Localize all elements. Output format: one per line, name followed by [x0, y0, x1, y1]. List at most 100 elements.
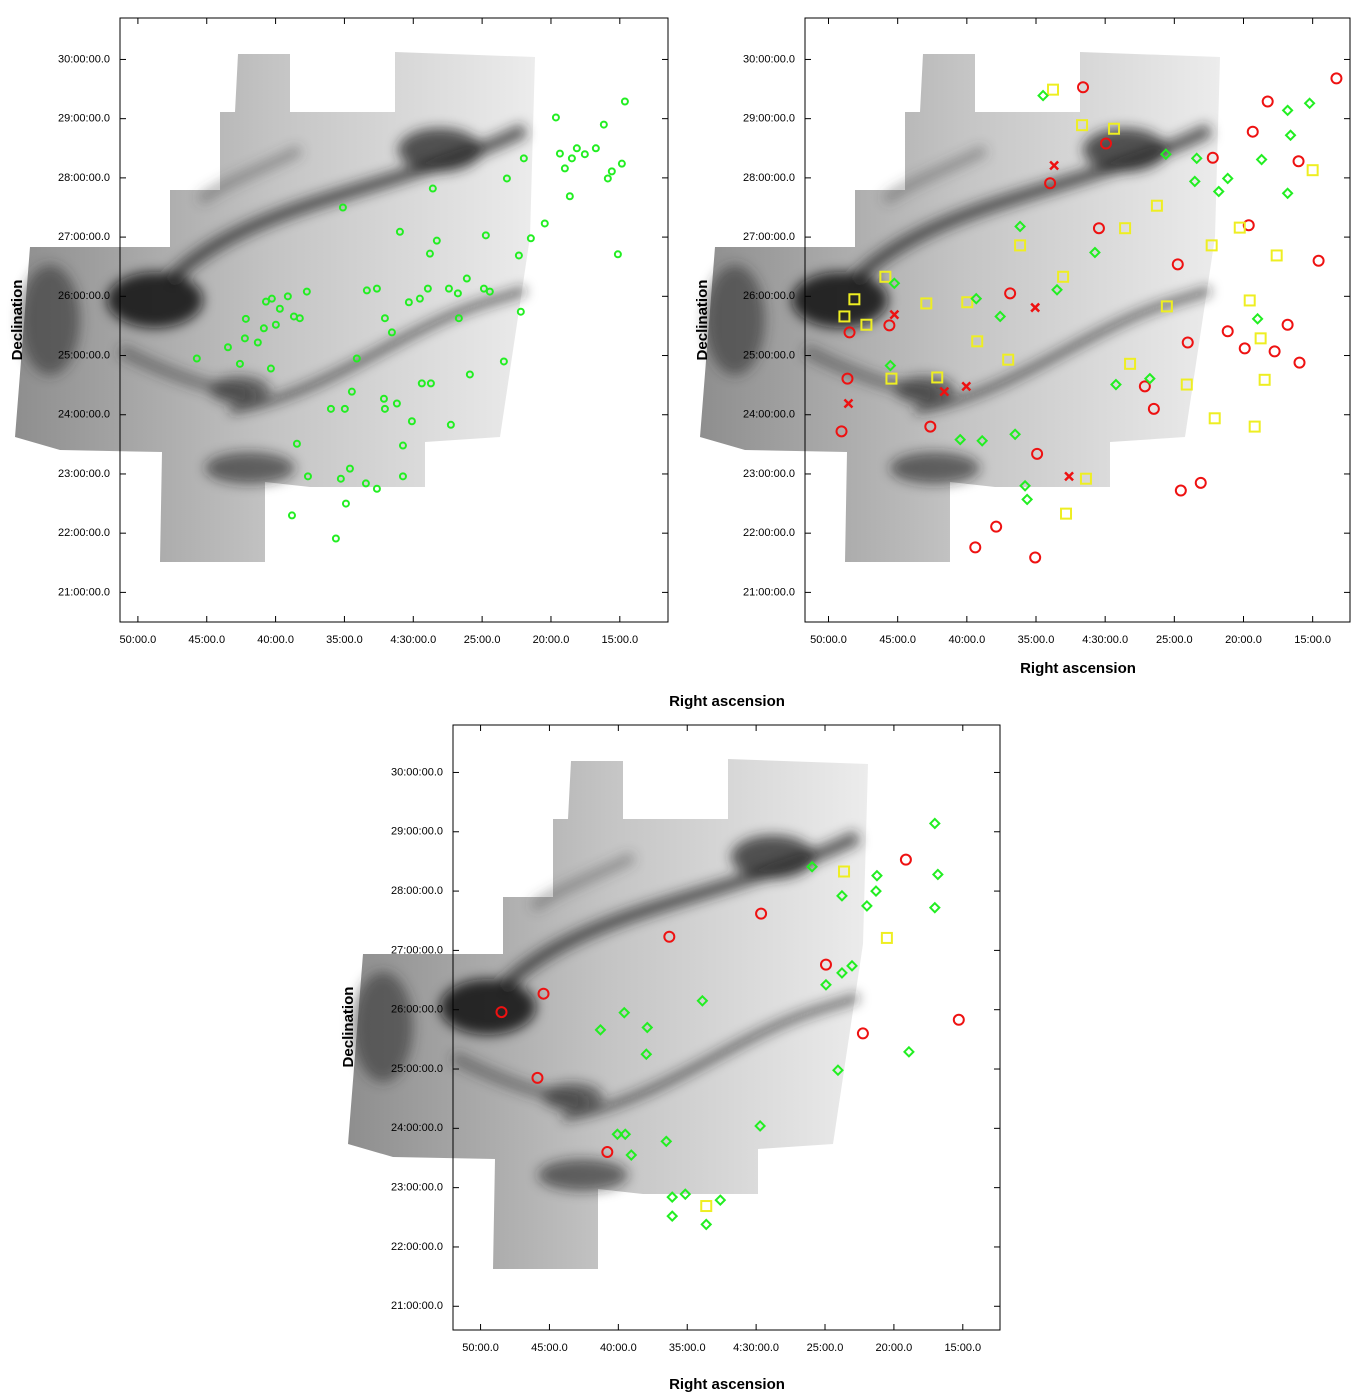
source-circle [392, 399, 401, 408]
source-square [700, 1200, 713, 1213]
y-tick-label: 25:00:00.0 [743, 349, 795, 361]
y-tick-label: 23:00:00.0 [391, 1182, 443, 1194]
source-square [1180, 378, 1193, 391]
source-circle [567, 154, 576, 163]
source-diamond [660, 1135, 673, 1148]
source-diamond [970, 292, 983, 305]
source-square [1248, 420, 1261, 433]
source-circle [303, 472, 312, 481]
source-circle [603, 174, 612, 183]
source-circle [380, 404, 389, 413]
x-tick-label: 45:00.0 [188, 634, 225, 646]
source-diamond [618, 1006, 631, 1019]
source-circle [404, 298, 413, 307]
source-diamond [700, 1218, 713, 1231]
source-circle [924, 420, 937, 433]
x-tick-label: 50:00.0 [810, 634, 847, 646]
source-circle [423, 284, 432, 293]
source-circle [287, 511, 296, 520]
x-tick-label: 15:00.0 [601, 634, 638, 646]
source-circle [372, 284, 381, 293]
source-cross [1030, 302, 1041, 313]
y-tick-label: 30:00:00.0 [743, 53, 795, 65]
source-square [1124, 357, 1137, 370]
x-tick-label: 35:00.0 [1018, 634, 1055, 646]
source-diamond [1221, 172, 1234, 185]
y-tick-label: 30:00:00.0 [391, 766, 443, 778]
source-square [1057, 270, 1070, 283]
source-square [1014, 239, 1027, 252]
y-tick-label: 22:00:00.0 [391, 1241, 443, 1253]
source-circle [514, 251, 523, 260]
source-diamond [928, 901, 941, 914]
x-tick-label: 25:00.0 [1156, 634, 1193, 646]
source-diamond [1021, 493, 1034, 506]
x-tick-label: 40:00.0 [600, 1342, 637, 1354]
source-diamond [611, 1128, 624, 1141]
source-cross [961, 381, 972, 392]
y-tick-label: 22:00:00.0 [743, 527, 795, 539]
source-diamond [1089, 246, 1101, 259]
source-circle [617, 159, 626, 168]
source-circle [302, 287, 311, 296]
sky-image [15, 52, 535, 562]
source-circle [192, 354, 201, 363]
x-tick-label: 40:00.0 [948, 634, 985, 646]
x-tick-label: 50:00.0 [462, 1342, 499, 1354]
x-tick-label: 15:00.0 [1294, 634, 1331, 646]
source-circle [241, 314, 250, 323]
source-diamond [679, 1188, 692, 1201]
source-diamond [832, 1064, 844, 1077]
source-square [1254, 332, 1267, 345]
y-tick-label: 28:00:00.0 [743, 172, 795, 184]
y-tick-label: 27:00:00.0 [58, 231, 110, 243]
source-diamond [1159, 148, 1172, 161]
y-axis-title: Declination [9, 280, 26, 361]
x-tick-label: 15:00.0 [944, 1342, 981, 1354]
source-circle [1206, 151, 1219, 164]
source-square [1047, 83, 1060, 96]
source-square [1306, 164, 1319, 177]
source-circle [415, 294, 424, 303]
source-circle [283, 292, 292, 301]
source-circle [465, 370, 474, 379]
source-diamond [696, 994, 709, 1007]
source-circle [398, 472, 407, 481]
source-square [1108, 122, 1121, 135]
source-diamond [860, 899, 873, 912]
source-circle [379, 394, 388, 403]
y-tick-label: 29:00:00.0 [391, 826, 443, 838]
source-circle [499, 357, 508, 366]
y-tick-label: 23:00:00.0 [743, 468, 795, 480]
y-tick-label: 30:00:00.0 [58, 53, 110, 65]
source-diamond [1212, 185, 1225, 198]
source-square [920, 297, 933, 310]
source-circle [620, 97, 629, 106]
source-circle [531, 1071, 544, 1084]
source-circle [663, 930, 676, 943]
source-circle [841, 372, 854, 385]
source-circle [551, 113, 560, 122]
source-circle [345, 464, 354, 473]
source-circle [1293, 356, 1306, 369]
source-circle [235, 359, 244, 368]
x-axis-title: Right ascension [669, 1376, 785, 1393]
source-circle [755, 907, 768, 920]
source-circle [361, 479, 370, 488]
source-circle [295, 314, 304, 323]
source-circle [1092, 222, 1105, 235]
source-square [1243, 294, 1256, 307]
source-circle [952, 1013, 965, 1026]
source-circle [1099, 137, 1112, 150]
y-tick-label: 28:00:00.0 [391, 885, 443, 897]
source-circle [407, 417, 416, 426]
source-circle [540, 219, 549, 228]
source-diamond [954, 433, 967, 446]
x-tick-label: 35:00.0 [326, 634, 363, 646]
source-diamond [640, 1048, 653, 1061]
source-circle [292, 439, 301, 448]
y-tick-label: 29:00:00.0 [58, 113, 110, 125]
source-circle [572, 144, 581, 153]
source-diamond [1190, 152, 1203, 165]
